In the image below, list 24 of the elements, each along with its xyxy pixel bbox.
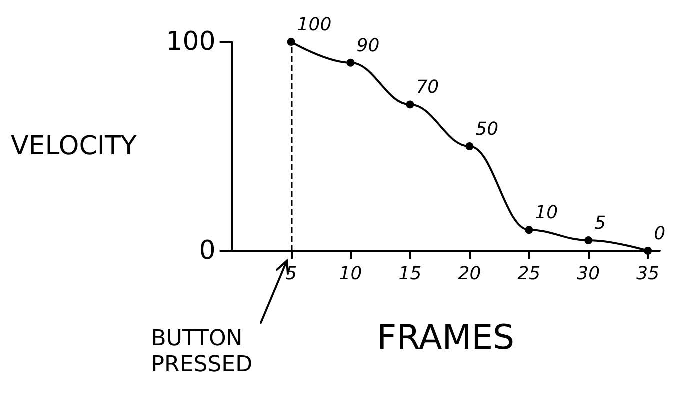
y-axis-title: VELOCITY xyxy=(10,132,137,162)
data-label: 0 xyxy=(654,224,666,244)
x-tick-label: 10 xyxy=(339,264,362,284)
text: BUTTON PRESSED xyxy=(151,326,253,378)
data-label: 70 xyxy=(416,77,440,98)
point xyxy=(346,58,355,67)
point xyxy=(644,247,652,255)
data-label: 50 xyxy=(476,119,499,140)
x-tick-label: 35 xyxy=(636,264,660,284)
x-tick-label: 25 xyxy=(518,264,541,284)
x-tick-label: 15 xyxy=(398,264,422,284)
point xyxy=(584,236,593,245)
x-tick-label: 5 xyxy=(286,264,298,284)
point xyxy=(466,142,474,150)
x-tick-label: 20 xyxy=(458,264,482,284)
point xyxy=(525,226,534,234)
point xyxy=(406,100,414,109)
x-tick-label: 30 xyxy=(577,264,600,284)
data-label: 10 xyxy=(535,202,558,224)
data-label: 100 xyxy=(297,14,332,36)
data-label: 5 xyxy=(594,213,606,234)
point xyxy=(287,38,296,46)
data-label: 90 xyxy=(356,35,380,56)
x-axis-title: FRAMES xyxy=(377,318,515,358)
